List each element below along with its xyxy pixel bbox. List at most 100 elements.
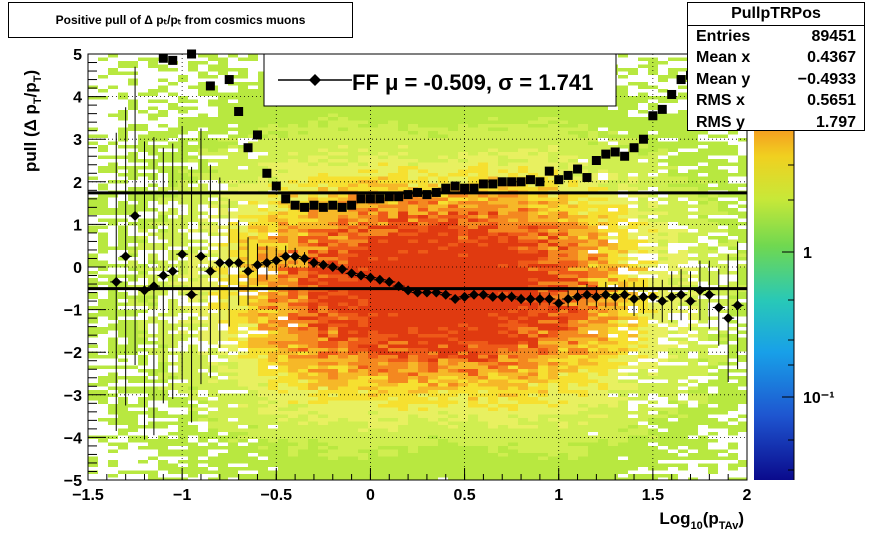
heat-cell (318, 407, 328, 411)
heat-cell (448, 148, 458, 152)
heat-cell (288, 127, 298, 131)
heat-cell (558, 358, 568, 362)
heat-cell (398, 281, 408, 285)
heat-cell (248, 404, 258, 408)
heat-cell (408, 411, 418, 415)
heat-cell (378, 376, 388, 380)
heat-cell (498, 393, 508, 397)
heat-cell (418, 327, 428, 331)
heat-cell (328, 246, 338, 250)
heat-cell (148, 106, 158, 110)
heat-cell (438, 176, 448, 180)
heat-cell (198, 379, 208, 383)
heat-cell (248, 421, 258, 425)
heat-cell (318, 183, 328, 187)
heat-cell (538, 470, 548, 474)
heat-cell (548, 299, 558, 303)
heat-cell (238, 330, 248, 334)
heat-cell (378, 295, 388, 299)
heat-cell (508, 274, 518, 278)
heat-cell (188, 85, 198, 89)
heat-cell (418, 432, 428, 436)
heat-cell (228, 316, 238, 320)
heat-cell (238, 372, 248, 376)
heat-cell (178, 470, 188, 474)
heat-cell (88, 285, 98, 289)
heat-cell (148, 64, 158, 68)
heat-cell (458, 446, 468, 450)
heat-cell (478, 365, 488, 369)
heat-cell (288, 379, 298, 383)
heat-cell (268, 404, 278, 408)
heat-cell (438, 432, 448, 436)
heat-cell (358, 435, 368, 439)
heat-cell (338, 467, 348, 471)
heat-cell (128, 386, 138, 390)
heat-cell (168, 92, 178, 96)
heat-cell (478, 460, 488, 464)
heat-cell (398, 446, 408, 450)
heat-cell (478, 463, 488, 467)
heat-cell (428, 155, 438, 159)
heat-cell (418, 355, 428, 359)
heat-cell (268, 215, 278, 219)
heat-cell (478, 449, 488, 453)
heat-cell (428, 253, 438, 257)
heat-cell (388, 432, 398, 436)
heat-cell (248, 432, 258, 436)
heat-cell (138, 404, 148, 408)
heat-cell (368, 288, 378, 292)
heat-cell (468, 229, 478, 233)
heat-cell (108, 404, 118, 408)
heat-cell (348, 292, 358, 296)
heat-cell (428, 106, 438, 110)
heat-cell (528, 155, 538, 159)
heat-cell (278, 260, 288, 264)
heat-cell (228, 386, 238, 390)
heat-cell (518, 421, 528, 425)
heat-cell (448, 379, 458, 383)
heat-cell (288, 421, 298, 425)
heat-cell (168, 68, 178, 72)
heat-cell (338, 400, 348, 404)
heat-cell (258, 155, 268, 159)
heat-cell (238, 393, 248, 397)
heat-cell (528, 449, 538, 453)
heat-cell (368, 400, 378, 404)
heat-cell (388, 390, 398, 394)
heat-cell (188, 348, 198, 352)
heat-cell (338, 306, 348, 310)
heat-cell (408, 400, 418, 404)
heat-cell (308, 134, 318, 138)
heat-cell (508, 134, 518, 138)
heat-cell (298, 344, 308, 348)
heat-cell (288, 152, 298, 156)
heat-cell (428, 323, 438, 327)
heat-cell (168, 477, 178, 480)
heat-cell (488, 432, 498, 436)
heat-cell (248, 376, 258, 380)
heat-cell (438, 271, 448, 275)
heat-cell (568, 110, 578, 114)
heat-cell (188, 61, 198, 65)
heat-cell (308, 141, 318, 145)
heat-cell (378, 250, 388, 254)
heat-cell (388, 379, 398, 383)
heat-cell (358, 386, 368, 390)
heat-cell (388, 246, 398, 250)
heat-cell (88, 141, 98, 145)
heat-cell (418, 463, 428, 467)
heat-cell (528, 400, 538, 404)
heat-cell (278, 250, 288, 254)
heat-cell (458, 211, 468, 215)
heat-cell (518, 390, 528, 394)
heat-cell (538, 334, 548, 338)
heat-cell (428, 358, 438, 362)
heat-cell (398, 292, 408, 296)
heat-cell (148, 194, 158, 198)
heat-cell (458, 131, 468, 135)
heat-cell (268, 131, 278, 135)
heat-cell (558, 127, 568, 131)
heat-cell (168, 131, 178, 135)
heat-cell (288, 246, 298, 250)
